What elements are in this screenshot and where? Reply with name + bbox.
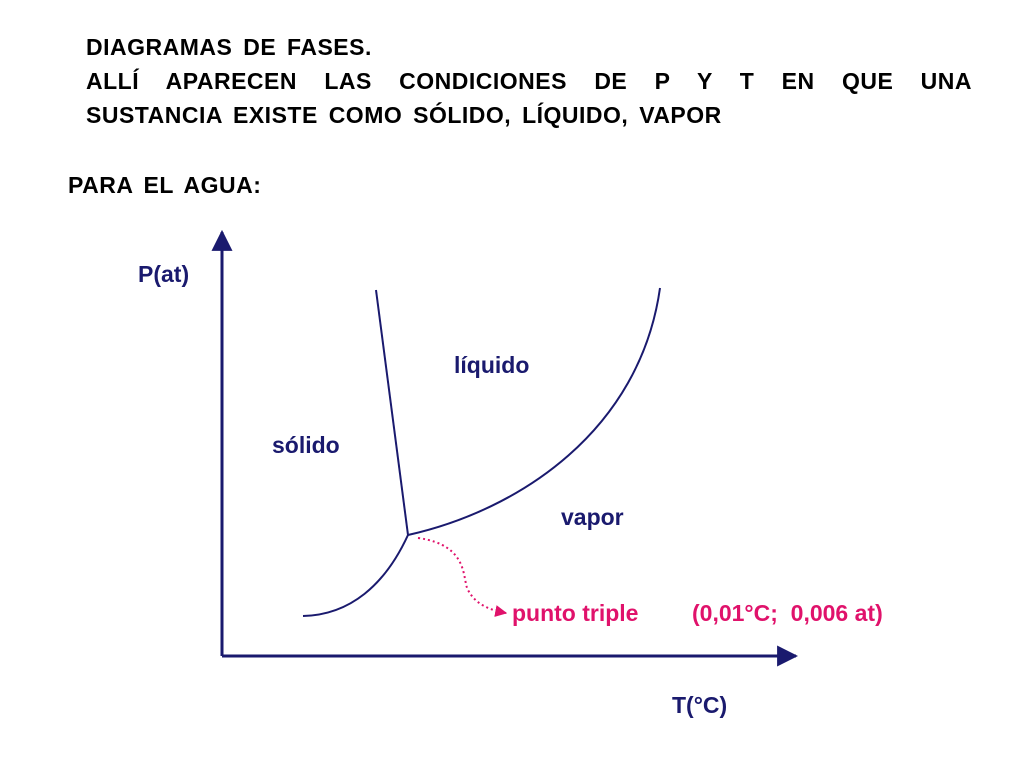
region-label-vapor: vapor <box>561 504 624 530</box>
region-label-solid: sólido <box>272 432 340 458</box>
description-line-1: ALLÍ APARECEN LAS CONDICIONES DE P Y T E… <box>86 68 972 94</box>
melting-curve <box>375 289 409 536</box>
section-subtitle: PARA EL AGUA: <box>68 172 262 198</box>
description-line-2: SUSTANCIA EXISTE COMO SÓLIDO, LÍQUIDO, V… <box>86 102 722 128</box>
triple-point-arrow <box>417 537 508 617</box>
slide-title: DIAGRAMAS DE FASES. <box>86 34 372 60</box>
sublimation-curve <box>302 534 409 617</box>
vaporization-curve <box>407 287 661 536</box>
y-axis-label: P(at) <box>138 261 189 287</box>
triple-point-label: punto triple <box>512 600 638 626</box>
region-label-liquid: líquido <box>454 352 529 378</box>
triple-point-value: (0,01°C; 0,006 at) <box>692 600 883 626</box>
x-axis-label: T(°C) <box>672 692 727 718</box>
